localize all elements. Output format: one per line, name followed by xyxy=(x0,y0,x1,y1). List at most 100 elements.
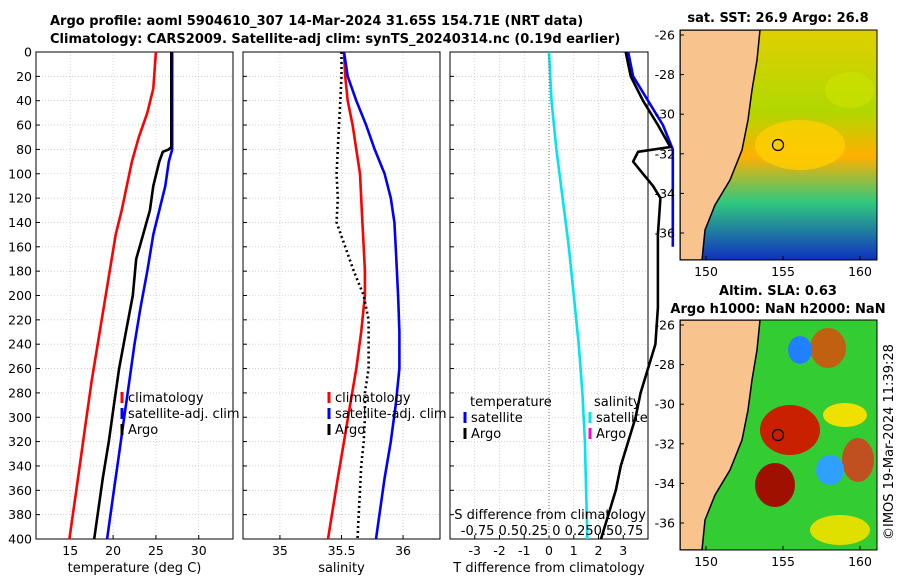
x-tick-label: 15 xyxy=(62,543,78,558)
series-climatology xyxy=(68,51,158,540)
y-tick-label: 40 xyxy=(16,93,32,108)
y-tick-label: 0 xyxy=(24,45,32,60)
y-tick-label: 240 xyxy=(8,337,32,352)
x-axis-label: salinity xyxy=(318,561,365,576)
sla-mid-2 xyxy=(823,403,867,427)
y-tick-label: 220 xyxy=(8,312,32,327)
sla-map-title-1: Altim. SLA: 0.63 xyxy=(719,284,837,299)
y-tick-label: 400 xyxy=(8,532,32,547)
sst-map-frame xyxy=(679,29,878,261)
sst-argo-marker xyxy=(771,138,785,152)
lon-tick-label: 150 xyxy=(694,554,718,569)
y-tick-label: 80 xyxy=(16,142,32,157)
legend-label: Argo xyxy=(596,427,626,442)
x-tick-label: 20 xyxy=(105,543,121,558)
x-tick-label: -2 xyxy=(493,543,505,558)
y-tick-label: 260 xyxy=(8,361,32,376)
lat-tick-label: -28 xyxy=(655,67,675,82)
y-tick-label: 60 xyxy=(16,118,32,133)
sst-land xyxy=(680,30,761,260)
chart-panel-1: 0 20 40 60 80 100 120 140 160 180 200 220 240 260 280 3… xyxy=(8,45,239,577)
sst-patch xyxy=(825,72,875,108)
lat-tick-label: -36 xyxy=(655,226,675,241)
sla-map: Altim. SLA: 0.63 Argo h1000: NaN h2000: … xyxy=(655,284,886,569)
legend-label: satellite-adj. clim xyxy=(128,407,240,422)
lat-tick-label: -30 xyxy=(655,397,675,412)
chart-panel-2: 35 35.5 36 salinity climatologysatellite-adj… xyxy=(242,51,447,576)
lon-tick-label: 160 xyxy=(848,554,872,569)
axes-frame xyxy=(35,51,234,540)
series-s-satellite-clim xyxy=(547,51,589,540)
lat-tick-label: -36 xyxy=(655,516,675,531)
series-t-argo-clim xyxy=(599,51,672,540)
lat-tick-label: -32 xyxy=(655,146,675,161)
lat-tick-label: -28 xyxy=(655,357,675,372)
y-tick-label: 300 xyxy=(8,410,32,425)
x-tick-label: 0 xyxy=(545,543,553,558)
sla-map-frame xyxy=(679,319,878,551)
sla-low-1 xyxy=(816,455,844,485)
y-tick-label: 160 xyxy=(8,239,32,254)
x-tick-label: 35 xyxy=(272,543,288,558)
secondary-axis-label: S difference from climatology xyxy=(454,508,646,523)
y-tick-label: 20 xyxy=(16,69,32,84)
legend-label: Argo xyxy=(471,427,501,442)
lon-tick-label: 155 xyxy=(771,264,795,279)
x-tick-label: 25 xyxy=(148,543,164,558)
x-tick-label: 2 xyxy=(595,543,603,558)
sla-land xyxy=(680,320,761,550)
sla-high-4 xyxy=(842,438,874,482)
series-satellite-adj-clim xyxy=(342,51,401,540)
x-tick-label: -3 xyxy=(469,543,481,558)
secondary-tick-labels: -0.75 0.50.25 0 0.250.50.75 xyxy=(461,524,644,539)
y-tick-label: 380 xyxy=(8,507,32,522)
x-tick-label: 3 xyxy=(619,543,627,558)
x-tick-label: 30 xyxy=(191,543,207,558)
x-tick-label: -1 xyxy=(518,543,530,558)
y-tick-label: 100 xyxy=(8,166,32,181)
title-line-2: Climatology: CARS2009. Satellite-adj cli… xyxy=(50,32,621,47)
y-tick-label: 320 xyxy=(8,434,32,449)
sla-high-2 xyxy=(755,463,795,507)
legend-label: Argo xyxy=(128,423,158,438)
series-argo xyxy=(335,52,370,540)
lat-tick-label: -26 xyxy=(655,28,675,43)
lat-tick-label: -26 xyxy=(655,318,675,333)
legend-label: climatology xyxy=(335,391,411,406)
series-argo xyxy=(92,52,173,540)
series-t-satellite-clim xyxy=(626,51,675,247)
credit-text: ©IMOS 19-Mar-2024 11:39:28 xyxy=(882,344,897,540)
y-tick-label: 200 xyxy=(8,288,32,303)
y-tick-label: 140 xyxy=(8,215,32,230)
lat-tick-label: -34 xyxy=(655,186,675,201)
lon-tick-label: 150 xyxy=(694,264,718,279)
sla-mid xyxy=(810,515,870,545)
sla-argo-marker xyxy=(771,428,785,442)
sla-map-title-2: Argo h1000: NaN h2000: NaN xyxy=(670,302,885,317)
y-tick-label: 360 xyxy=(8,483,32,498)
sst-map: sat. SST: 26.9 Argo: 26.8 -26 -28 -30 -32 -3… xyxy=(655,11,878,279)
y-tick-label: 280 xyxy=(8,385,32,400)
lat-tick-label: -30 xyxy=(655,107,675,122)
legend-temperature-title: temperature xyxy=(470,395,552,410)
sla-high-1 xyxy=(760,405,820,455)
y-tick-label: 180 xyxy=(8,264,32,279)
series-climatology xyxy=(326,51,367,540)
title-line-1: Argo profile: aoml 5904610_307 14-Mar-20… xyxy=(50,14,584,29)
lat-tick-label: -34 xyxy=(655,476,675,491)
lat-tick-label: -32 xyxy=(655,436,675,451)
legend-label: satellite xyxy=(471,411,523,426)
legend-label: satellite xyxy=(596,411,648,426)
sst-warm-patch xyxy=(755,120,845,170)
x-axis-label: T difference from climatology xyxy=(452,561,645,576)
y-tick-label: 120 xyxy=(8,191,32,206)
x-tick-label: 1 xyxy=(570,543,578,558)
sla-high-3 xyxy=(810,328,846,368)
x-axis-label: temperature (deg C) xyxy=(68,561,202,576)
y-tick-label: 340 xyxy=(8,458,32,473)
sst-map-title: sat. SST: 26.9 Argo: 26.8 xyxy=(687,11,868,26)
chart-panel-3: -3 -2 -1 0 1 2 3 T difference from climatology t… xyxy=(449,51,675,576)
lon-tick-label: 155 xyxy=(771,554,795,569)
x-tick-label: 35.5 xyxy=(328,543,356,558)
